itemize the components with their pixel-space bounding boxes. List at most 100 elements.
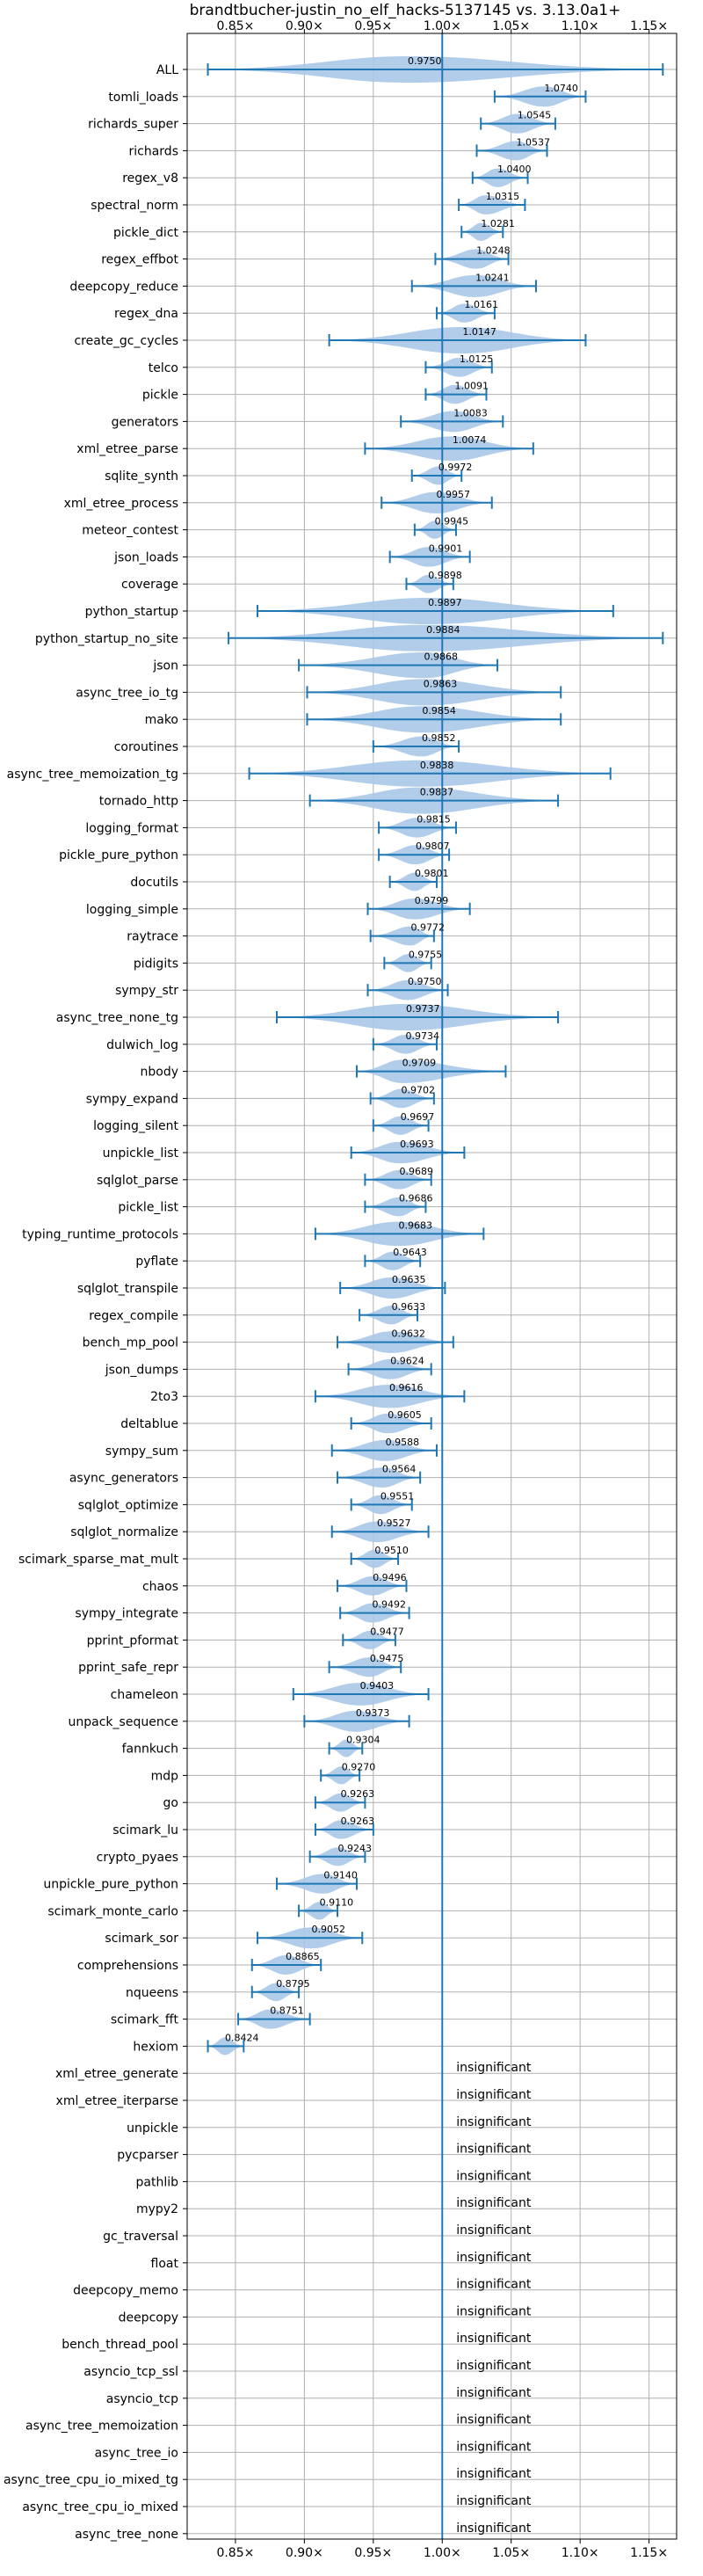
x-tick-label-top: 0.85× — [216, 19, 254, 33]
mean-value-label: 0.8795 — [276, 1978, 310, 1990]
benchmark-label: sqlglot_optimize — [78, 1498, 178, 1512]
mean-value-label: 0.9837 — [420, 787, 454, 798]
benchmark-label: sympy_integrate — [75, 1607, 178, 1621]
mean-value-label: 0.9263 — [341, 1788, 375, 1800]
mean-value-label: 0.9527 — [377, 1517, 411, 1529]
benchmark-label: regex_effbot — [101, 253, 178, 267]
benchmark-label: xml_etree_process — [64, 497, 178, 511]
benchmark-label: gc_traversal — [103, 2230, 178, 2244]
benchmark-label: xml_etree_parse — [76, 442, 178, 456]
mean-value-label: 0.9588 — [386, 1437, 420, 1448]
mean-value-label: 0.9702 — [402, 1084, 436, 1095]
benchmark-label: spectral_norm — [91, 199, 178, 213]
benchmark-label: async_tree_io — [95, 2446, 178, 2460]
benchmark-label: pidigits — [134, 957, 178, 971]
mean-value-label: 0.9750 — [408, 976, 442, 987]
benchmark-label: pyflate — [135, 1255, 178, 1269]
mean-value-label: 1.0147 — [462, 326, 496, 338]
benchmark-label: pprint_safe_repr — [78, 1661, 178, 1675]
x-tick-label-top: 1.05× — [492, 19, 530, 33]
benchmark-label: generators — [112, 415, 178, 429]
mean-value-label: 0.9624 — [390, 1355, 424, 1366]
benchmark-label: unpickle — [127, 2121, 178, 2136]
benchmark-label: mako — [145, 713, 178, 727]
mean-value-label: 0.9972 — [438, 462, 473, 473]
mean-value-label: 0.9868 — [424, 651, 459, 663]
mean-value-label: 0.9852 — [422, 732, 456, 744]
benchmark-label: pickle_dict — [113, 226, 179, 240]
benchmark-label: deltablue — [120, 1417, 178, 1431]
benchmark-label: async_generators — [69, 1472, 178, 1486]
mean-value-label: 0.9403 — [360, 1680, 395, 1692]
mean-value-label: 0.9110 — [320, 1896, 354, 1908]
benchmark-label: docutils — [130, 876, 178, 890]
mean-value-label: 0.8424 — [225, 2032, 258, 2043]
mean-value-label: 0.9052 — [312, 1924, 346, 1935]
grid-layer — [187, 33, 677, 2539]
insignificant-label: insignificant — [456, 2359, 532, 2373]
benchmark-label: coroutines — [114, 740, 178, 754]
mean-value-label: 1.0091 — [455, 381, 489, 392]
insignificant-label: insignificant — [456, 2061, 532, 2075]
mean-value-label: 0.9686 — [399, 1193, 433, 1204]
mean-value-label: 1.0241 — [475, 272, 510, 283]
benchmark-label: dulwich_log — [106, 1038, 178, 1052]
mean-value-label: 0.8751 — [270, 2005, 304, 2017]
benchmark-label: float — [151, 2257, 179, 2271]
benchmark-label: tornado_http — [99, 795, 178, 809]
mean-value-label: 0.9564 — [382, 1464, 417, 1475]
benchmark-label: hexiom — [133, 2040, 178, 2054]
mean-value-label: 1.0281 — [481, 218, 515, 229]
benchmark-label: asyncio_tcp — [106, 2392, 178, 2406]
mean-value-label: 0.9945 — [435, 516, 469, 528]
mean-value-label: 0.9683 — [399, 1219, 433, 1231]
benchmark-label: sqlglot_parse — [97, 1174, 178, 1188]
benchmark-label: regex_compile — [89, 1309, 178, 1323]
insignificant-label: insignificant — [456, 2278, 532, 2292]
mean-value-label: 0.9643 — [393, 1247, 427, 1258]
benchmark-label: bench_mp_pool — [83, 1336, 178, 1350]
benchmark-label: meteor_contest — [82, 524, 178, 538]
mean-value-label: 1.0083 — [453, 407, 488, 418]
benchmark-label: pprint_pformat — [87, 1634, 179, 1648]
benchmark-label: nbody — [141, 1066, 179, 1080]
benchmark-label: typing_runtime_protocols — [22, 1227, 178, 1241]
benchmark-label: raytrace — [127, 930, 178, 944]
benchmark-label: sqlglot_normalize — [70, 1525, 178, 1539]
benchmark-label: telco — [149, 361, 178, 375]
benchmark-label: pycparser — [117, 2149, 178, 2163]
benchmark-label: scimark_sor — [105, 1932, 178, 1946]
insignificant-label: insignificant — [456, 2494, 532, 2508]
benchmark-label: scimark_sparse_mat_mult — [18, 1553, 178, 1567]
x-tick-label-top: 0.90× — [286, 19, 323, 33]
mean-value-label: 0.9799 — [415, 895, 449, 906]
mean-value-label: 1.0545 — [518, 110, 552, 121]
mean-value-label: 1.0315 — [486, 191, 520, 202]
benchmark-label: scimark_fft — [111, 2013, 179, 2027]
mean-value-label: 0.9734 — [406, 1030, 440, 1042]
insignificant-label: insignificant — [456, 2223, 532, 2238]
mean-value-label: 0.9270 — [342, 1761, 376, 1772]
mean-value-label: 0.9697 — [401, 1111, 435, 1123]
x-tick-label-bottom: 1.10× — [562, 2546, 599, 2560]
benchmark-label: sqlglot_transpile — [77, 1282, 178, 1296]
benchmark-label: json_loads — [113, 550, 178, 564]
benchmark-label: pathlib — [136, 2175, 179, 2189]
mean-value-label: 0.9373 — [356, 1707, 390, 1719]
benchmark-label: asyncio_tcp_ssl — [83, 2365, 178, 2379]
benchmark-label: richards — [129, 144, 179, 158]
benchmark-label: bench_thread_pool — [62, 2338, 178, 2352]
benchmark-label: scimark_monte_carlo — [47, 1904, 178, 1918]
plot-frame — [186, 33, 678, 2540]
mean-value-label: 0.9772 — [410, 922, 445, 934]
mean-value-label: 0.9510 — [374, 1545, 409, 1556]
mean-value-label: 0.9693 — [400, 1139, 434, 1150]
x-tick-label-top: 0.95× — [354, 19, 392, 33]
benchmark-label: logging_format — [85, 821, 178, 835]
benchmark-label: async_tree_memoization — [25, 2420, 178, 2434]
mean-value-label: 0.9633 — [392, 1301, 426, 1313]
benchmark-label: 2to3 — [150, 1390, 178, 1404]
insignificant-label: insignificant — [456, 2196, 532, 2210]
mean-value-label: 0.9901 — [429, 542, 463, 554]
